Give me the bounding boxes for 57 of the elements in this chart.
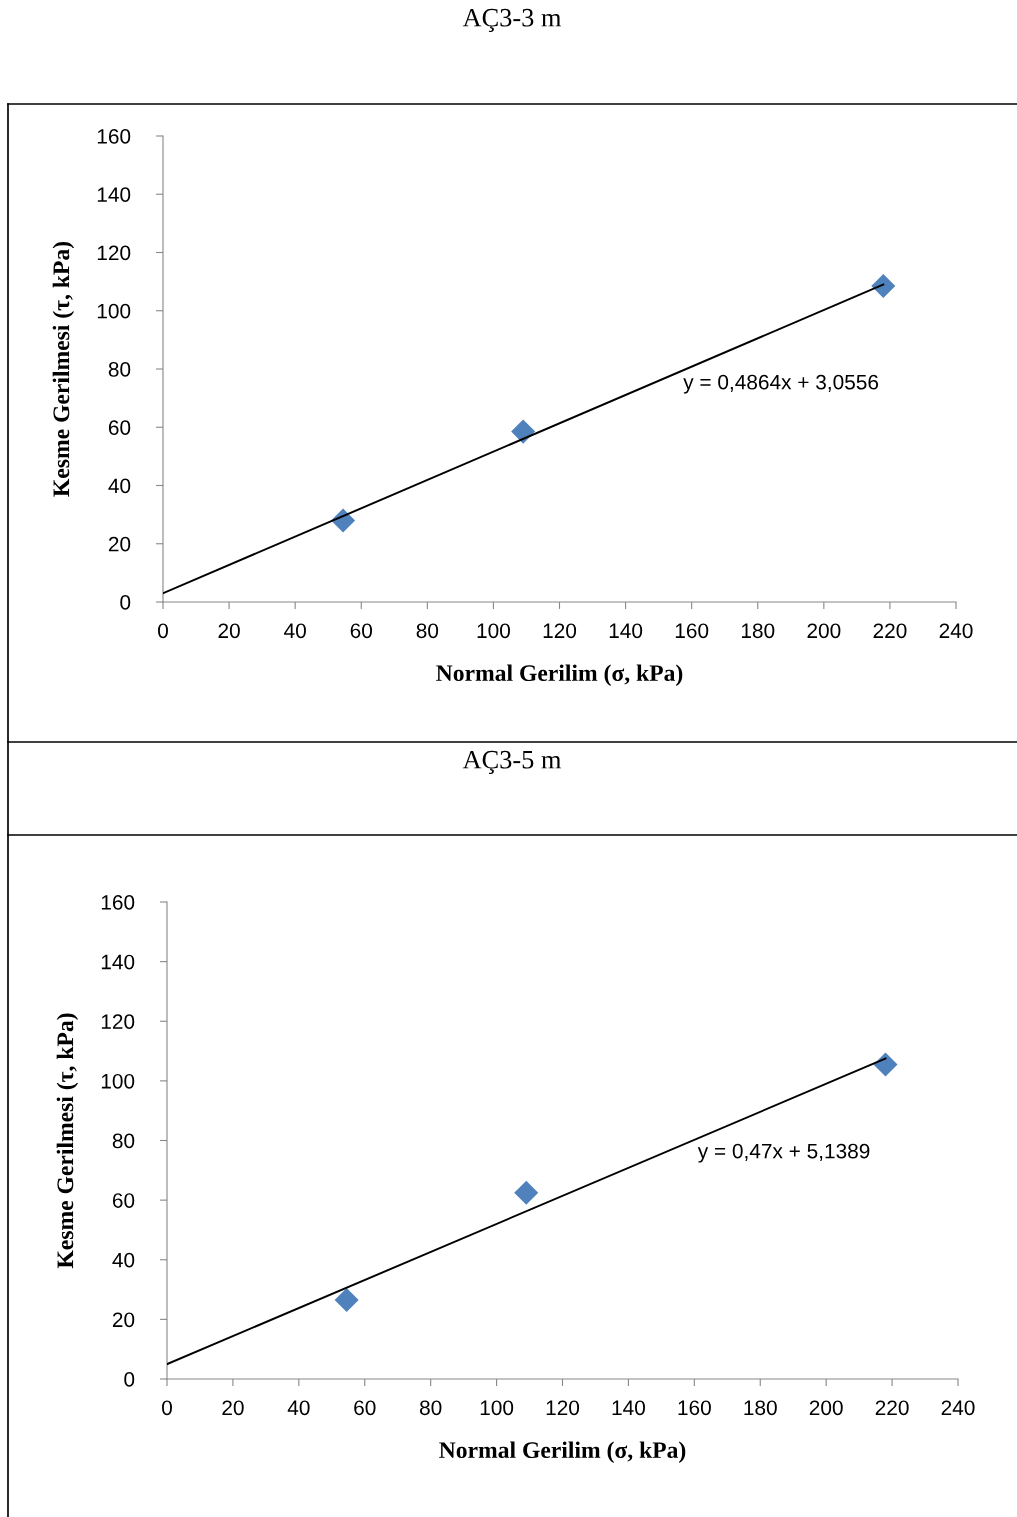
x-tick-label: 120: [543, 623, 577, 639]
x-tick-label: 200: [807, 623, 841, 639]
x-tick-label: 60: [350, 623, 373, 639]
x-tick-label: 220: [875, 1400, 909, 1416]
annotation: y = 0,47x + 5,1389: [697, 1143, 870, 1163]
y-tick-label: 140: [101, 954, 135, 970]
point: [511, 419, 536, 444]
y-tick-label: 40: [108, 478, 131, 494]
y-tick-label: 100: [101, 1073, 135, 1089]
y-tick-label: 160: [101, 895, 135, 910]
y-tick-label: 80: [108, 362, 131, 377]
x-tick-label: 140: [612, 1400, 645, 1416]
point: [334, 1287, 359, 1313]
y-tick-label: 120: [97, 245, 131, 261]
x-tick-label: 200: [809, 1400, 843, 1416]
y-tick-label: 160: [97, 129, 131, 144]
y-tick-label: 100: [97, 303, 131, 319]
y-tick-label: 80: [112, 1133, 135, 1149]
x-tick-label: 140: [609, 623, 643, 639]
x-tick-label: 180: [741, 623, 775, 639]
point: [871, 273, 896, 299]
y-tick-label: 40: [112, 1252, 135, 1268]
y-tick-label: 20: [112, 1312, 135, 1328]
x-axis-title: Normal Gerilim (σ, kPa): [439, 1441, 686, 1463]
x-tick-label: 80: [419, 1400, 442, 1416]
y-tick-label: 60: [108, 420, 131, 435]
x-tick-label: 160: [678, 1400, 711, 1416]
x-tick-label: 120: [546, 1400, 580, 1416]
x-tick-label: 160: [675, 623, 709, 639]
x-tick-label: 20: [218, 623, 240, 639]
y-axis-title: Kesme Gerilmesi (τ, kPa): [52, 241, 75, 497]
x-tick-label: 180: [744, 1400, 777, 1416]
chart-title: AÇ3-5 m: [462, 750, 562, 774]
x-tick-label: 240: [941, 1400, 975, 1416]
x-tick-label: 100: [477, 623, 510, 639]
y-axis-title: Kesme Gerilmesi (τ, kPa): [56, 1013, 79, 1269]
y-tick-label: 20: [108, 536, 131, 552]
x-tick-label: 20: [222, 1400, 244, 1416]
x-tick-label: 60: [354, 1400, 376, 1416]
point: [873, 1052, 898, 1077]
y-tick-label: 120: [101, 1014, 135, 1029]
x-tick-label: 40: [287, 1400, 310, 1416]
chart-title: AÇ3-3 m: [462, 8, 562, 32]
y-tick-label: 0: [120, 595, 131, 610]
point: [514, 1180, 539, 1205]
x-tick-label: 80: [416, 623, 439, 639]
x-axis-title: Normal Gerilim (σ, kPa): [436, 664, 683, 686]
x-tick-label: 0: [158, 623, 168, 639]
y-tick-label: 60: [112, 1193, 135, 1208]
x-tick-label: 220: [873, 623, 907, 639]
x-tick-label: 240: [939, 623, 973, 639]
y-tick-label: 0: [124, 1372, 135, 1387]
x-tick-label: 40: [284, 623, 306, 639]
x-tick-label: 0: [162, 1400, 172, 1416]
annotation: y = 0,4864x + 3,0556: [683, 374, 879, 394]
y-tick-label: 140: [97, 187, 131, 202]
x-tick-label: 100: [480, 1400, 514, 1416]
